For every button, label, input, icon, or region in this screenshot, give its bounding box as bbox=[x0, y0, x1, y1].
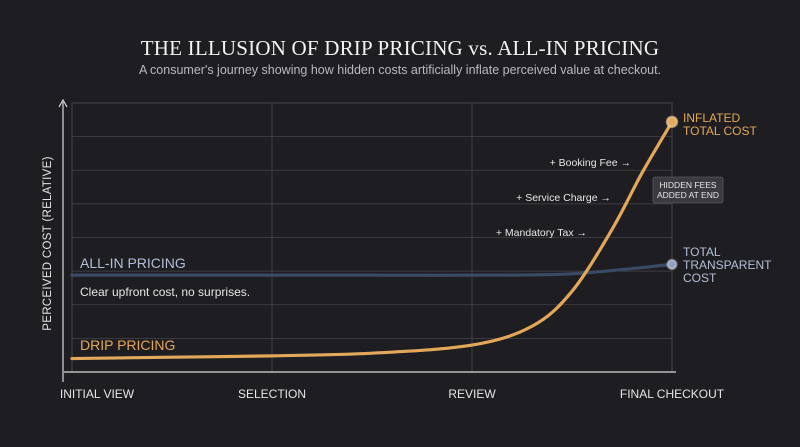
x-tick-label: INITIAL VIEW bbox=[60, 387, 135, 401]
x-tick-label: FINAL CHECKOUT bbox=[620, 387, 725, 401]
end-label-drip: INFLATED TOTAL COST bbox=[683, 111, 757, 138]
series-line-drip bbox=[70, 120, 674, 361]
series-note-all-in: Clear upfront cost, no surprises. bbox=[80, 285, 250, 299]
hidden-fees-box bbox=[652, 176, 724, 204]
series-name-all-in: ALL-IN PRICING bbox=[80, 255, 186, 271]
series-line-all-in bbox=[70, 262, 674, 277]
annotation-fee: + Mandatory Tax → bbox=[496, 227, 587, 239]
x-tick-label: SELECTION bbox=[238, 387, 306, 401]
y-axis-arrow bbox=[58, 98, 68, 108]
y-axis-label: PERCEIVED COST (RELATIVE) bbox=[42, 156, 54, 331]
chart-subtitle: A consumer's journey showing how hidden … bbox=[138, 63, 662, 77]
chart-title: THE ILLUSION OF DRIP PRICING vs. ALL-IN … bbox=[140, 36, 660, 60]
end-marker-drip bbox=[665, 115, 679, 129]
annotation-fee: + Service Charge → bbox=[516, 192, 611, 204]
end-marker-all-in bbox=[666, 258, 678, 271]
end-label-all-in: TOTAL TRANSPARENT COST bbox=[683, 245, 772, 285]
hidden-fees-label: HIDDEN FEES ADDED AT END bbox=[657, 180, 719, 200]
x-tick-label: REVIEW bbox=[448, 387, 496, 401]
series-name-drip: DRIP PRICING bbox=[80, 337, 175, 353]
annotation-fee: + Booking Fee → bbox=[550, 157, 631, 169]
